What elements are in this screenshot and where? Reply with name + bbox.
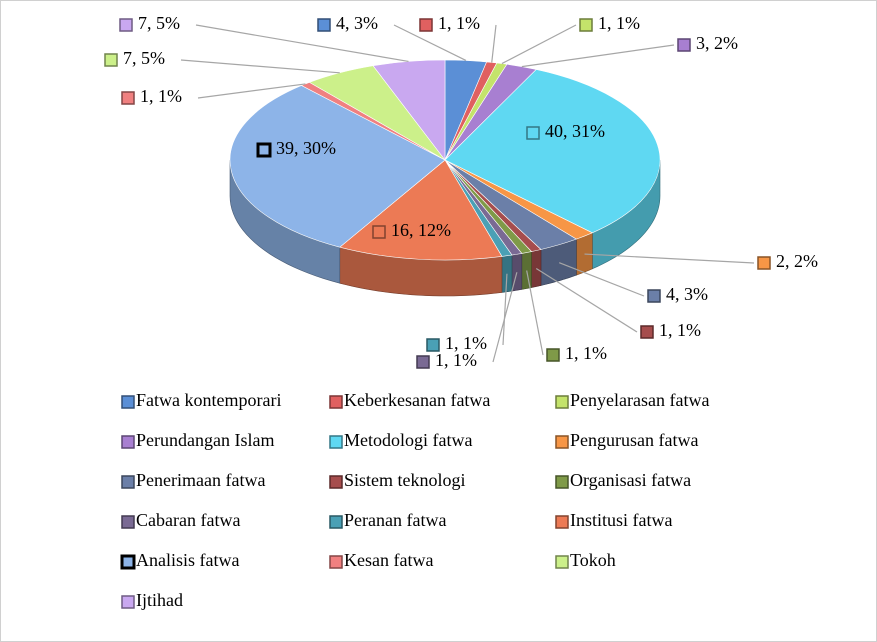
legend-label: Cabaran fatwa xyxy=(136,510,240,530)
data-label: 7, 5% xyxy=(138,13,180,33)
data-label: 4, 3% xyxy=(666,284,708,304)
data-label: 2, 2% xyxy=(776,251,818,271)
label-swatch xyxy=(119,18,133,32)
pie-side xyxy=(521,251,532,290)
leader-line xyxy=(197,83,306,99)
leader-line xyxy=(526,270,544,356)
pie-side xyxy=(531,249,542,288)
label-swatch xyxy=(647,289,661,303)
leader-line xyxy=(180,59,340,74)
legend-label: Kesan fatwa xyxy=(344,550,433,570)
leader-line xyxy=(195,24,409,63)
data-label: 1, 1% xyxy=(438,13,480,33)
label-swatch xyxy=(677,38,691,52)
legend-swatch xyxy=(121,395,135,409)
leader-line xyxy=(521,44,675,68)
legend-swatch xyxy=(555,475,569,489)
data-label: 1, 1% xyxy=(435,350,477,370)
legend-label: Keberkesanan fatwa xyxy=(344,390,490,410)
legend-swatch xyxy=(555,395,569,409)
leader-line xyxy=(559,262,645,297)
legend-swatch xyxy=(329,515,343,529)
data-label: 7, 5% xyxy=(123,48,165,68)
legend-label: Organisasi fatwa xyxy=(570,470,691,490)
leader-line xyxy=(501,24,577,65)
data-label: 1, 1% xyxy=(445,333,487,353)
label-swatch xyxy=(419,18,433,32)
label-swatch xyxy=(640,325,654,339)
label-swatch xyxy=(121,91,135,105)
data-label: 3, 2% xyxy=(696,33,738,53)
label-swatch xyxy=(372,225,386,239)
legend-swatch xyxy=(121,595,135,609)
legend-label: Metodologi fatwa xyxy=(344,430,472,450)
label-swatch xyxy=(416,355,430,369)
legend-label: Peranan fatwa xyxy=(344,510,446,530)
data-label: 1, 1% xyxy=(140,86,182,106)
legend-label: Pengurusan fatwa xyxy=(570,430,698,450)
legend-label: Penerimaan fatwa xyxy=(136,470,265,490)
data-label: 4, 3% xyxy=(336,13,378,33)
label-swatch xyxy=(579,18,593,32)
data-label: 1, 1% xyxy=(659,320,701,340)
legend-label: Ijtihad xyxy=(136,590,183,610)
label-swatch xyxy=(546,348,560,362)
legend-swatch xyxy=(329,395,343,409)
legend-swatch xyxy=(555,435,569,449)
label-swatch xyxy=(256,142,272,158)
label-swatch xyxy=(757,256,771,270)
legend-swatch xyxy=(120,554,136,570)
data-label: 1, 1% xyxy=(598,13,640,33)
pie-slice xyxy=(444,69,661,234)
data-label: 40, 31% xyxy=(545,121,605,141)
legend-swatch xyxy=(329,435,343,449)
label-swatch xyxy=(104,53,118,67)
legend-swatch xyxy=(121,515,135,529)
legend-swatch xyxy=(555,555,569,569)
leader-line xyxy=(393,24,467,62)
legend-label: Analisis fatwa xyxy=(136,550,239,570)
legend-swatch xyxy=(555,515,569,529)
data-label: 1, 1% xyxy=(565,343,607,363)
data-label: 16, 12% xyxy=(391,220,451,240)
leader-line xyxy=(502,273,508,346)
pie-tops xyxy=(229,59,661,261)
label-swatch xyxy=(426,338,440,352)
legend-label: Tokoh xyxy=(570,550,616,570)
legend-label: Fatwa kontemporari xyxy=(136,390,281,410)
leader-line xyxy=(535,268,638,333)
leader-line xyxy=(584,253,755,264)
legend-label: Sistem teknologi xyxy=(344,470,466,490)
legend-swatch xyxy=(121,435,135,449)
pie-side xyxy=(501,254,513,293)
pie-slice xyxy=(229,85,446,248)
legend-label: Institusi fatwa xyxy=(570,510,672,530)
data-label: 39, 30% xyxy=(276,138,336,158)
legend-swatch xyxy=(121,475,135,489)
label-swatch xyxy=(526,126,540,140)
legend-label: Penyelarasan fatwa xyxy=(570,390,709,410)
legend-swatch xyxy=(329,555,343,569)
leader-line xyxy=(491,24,497,63)
label-swatch xyxy=(317,18,331,32)
legend-label: Perundangan Islam xyxy=(136,430,274,450)
legend-swatch xyxy=(329,475,343,489)
